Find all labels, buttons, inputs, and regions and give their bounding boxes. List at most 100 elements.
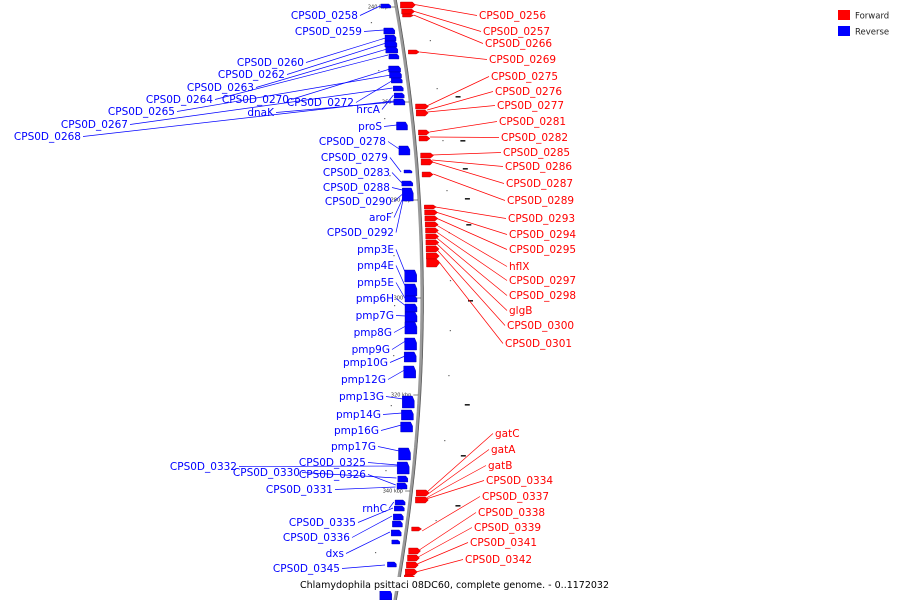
gene-label: CPS0D_0259	[295, 26, 362, 38]
gene-label: CPS0D_0345	[273, 563, 340, 575]
label-leader	[389, 355, 406, 363]
gene-label: CPS0D_0336	[283, 532, 350, 544]
reverse-gene-block	[388, 65, 401, 73]
label-leader	[345, 531, 391, 554]
label-leader	[275, 101, 395, 113]
track-dot	[378, 70, 380, 72]
gene-label: glgB	[509, 305, 532, 317]
label-leaders	[82, 3, 508, 573]
track-dot	[448, 375, 450, 377]
forward-gene-block	[418, 129, 430, 136]
label-leader	[426, 465, 487, 499]
label-leader	[351, 515, 393, 538]
label-leader	[391, 172, 403, 184]
track-dot	[393, 255, 395, 257]
track-dash	[468, 300, 473, 302]
reverse-gene-block	[393, 98, 406, 106]
forward-gene-block	[425, 239, 440, 246]
track-dot	[384, 118, 386, 120]
forward-gene-block	[425, 233, 440, 240]
label-leader	[286, 42, 387, 75]
gene-label: CPS0D_0290	[325, 196, 392, 208]
label-leader	[395, 282, 407, 301]
label-leader	[357, 507, 394, 523]
reverse-gene-block	[401, 409, 414, 421]
backbone-line	[393, 0, 424, 600]
legend-label-forward: Forward	[855, 12, 889, 22]
label-leader	[429, 121, 498, 133]
gene-label: pmp8G	[354, 327, 392, 339]
track-dot	[391, 212, 393, 214]
track-dash	[455, 505, 461, 507]
label-leader	[413, 14, 484, 44]
gene-label: CPS0D_0334	[486, 475, 553, 487]
label-leader	[129, 87, 393, 125]
label-leader	[426, 480, 485, 500]
track-dot	[389, 175, 391, 177]
forward-gene-block	[405, 568, 418, 576]
track-dot	[449, 330, 451, 332]
tick-label: 320 kbp	[391, 393, 411, 399]
label-leader	[411, 3, 478, 16]
track-dot	[442, 140, 444, 142]
label-leader	[176, 74, 391, 112]
gene-label: CPS0D_0264	[146, 94, 213, 106]
forward-gene-block	[421, 171, 434, 178]
track-dot	[429, 40, 431, 42]
reverse-gene-block	[402, 395, 415, 409]
forward-gene-block	[408, 49, 420, 55]
legend-label-reverse: Reverse	[855, 28, 889, 38]
forward-gene-block	[424, 204, 437, 210]
gene-label: CPS0D_0270	[222, 94, 289, 106]
forward-gene-block	[401, 8, 415, 15]
track-dot	[446, 190, 448, 192]
label-leader	[436, 224, 508, 267]
track-dot	[393, 305, 396, 307]
label-leader	[387, 369, 405, 380]
label-leader	[393, 197, 404, 218]
label-leader	[377, 446, 400, 452]
forward-gene-block	[424, 209, 438, 216]
gene-label: CPS0D_0294	[509, 229, 576, 241]
label-leader	[419, 51, 488, 60]
tick-label: 340 kbp	[383, 489, 403, 495]
label-leader	[238, 465, 398, 467]
gene-label: CPS0D_0325	[299, 457, 366, 469]
reverse-gene-block	[391, 77, 403, 84]
reverse-gene-block	[397, 461, 410, 475]
gene-label: CPS0D_0289	[507, 195, 574, 207]
track-dot	[390, 405, 392, 407]
gene-label: pmp6H	[356, 293, 394, 305]
gene-label: CPS0D_0295	[509, 244, 576, 256]
label-leader	[426, 449, 490, 496]
gene-label: hrcA	[356, 104, 381, 116]
gene-label: dxs	[326, 548, 344, 560]
gene-label: CPS0D_0326	[299, 469, 366, 481]
label-leader	[430, 136, 500, 138]
label-leader	[359, 5, 381, 16]
gene-label: pmp3E	[357, 244, 394, 256]
reverse-gene-block	[404, 311, 418, 323]
label-leader	[395, 315, 406, 317]
forward-gene-block	[420, 152, 434, 159]
gene-label: pmp12G	[341, 374, 386, 386]
reverse-gene-block	[396, 121, 408, 131]
reverse-gene-block	[394, 505, 405, 512]
label-leader	[383, 124, 397, 127]
label-leader	[355, 80, 392, 103]
reverse-gene-block	[398, 447, 411, 461]
gene-label: pmp9G	[352, 344, 390, 356]
gene-label: rnhC	[362, 503, 387, 515]
forward-gene-block	[426, 252, 440, 260]
label-leader	[426, 433, 494, 493]
label-leader	[435, 211, 508, 235]
reverse-gene-block	[393, 513, 404, 521]
label-leader	[367, 474, 396, 486]
gene-label: CPS0D_0266	[485, 38, 552, 50]
gene-label: CPS0D_0279	[321, 152, 388, 164]
label-leader	[391, 187, 403, 191]
reverse-gene-block	[392, 520, 403, 528]
gene-label: CPS0D_0301	[505, 338, 572, 350]
